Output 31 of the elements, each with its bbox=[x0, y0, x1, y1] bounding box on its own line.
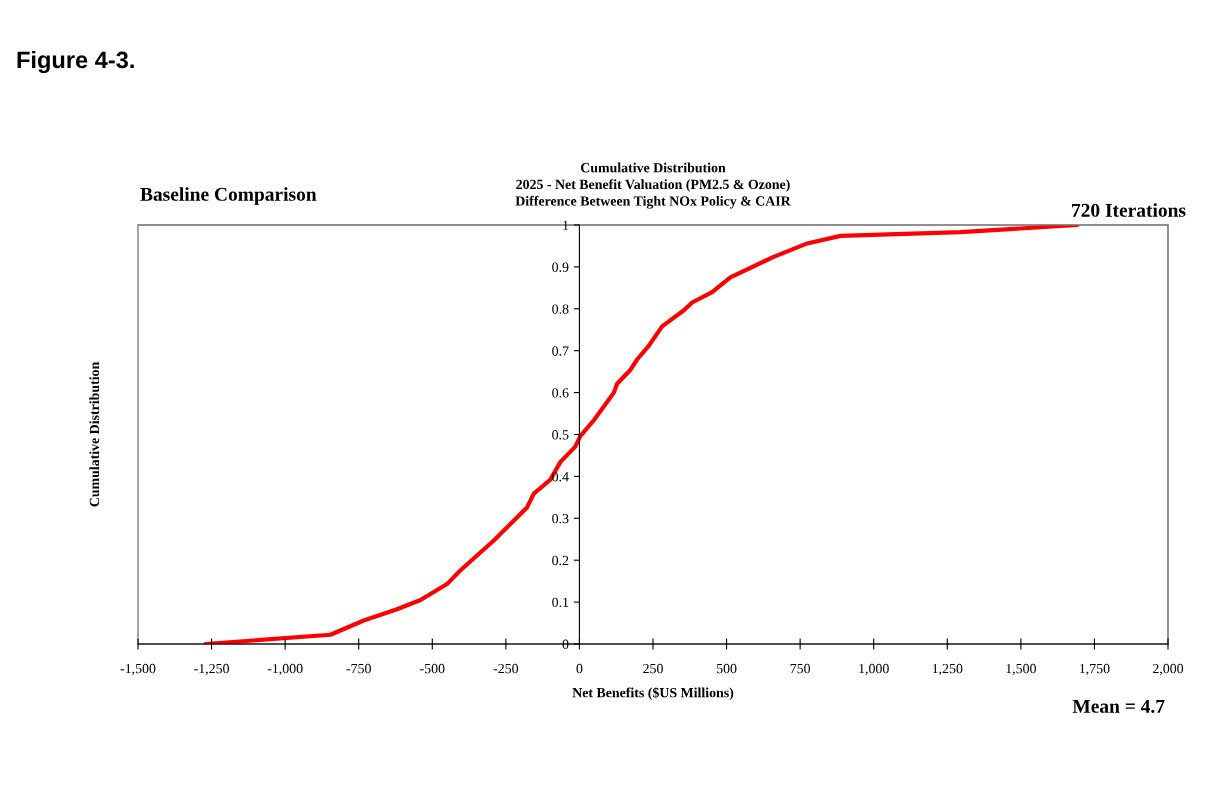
y-tick-label: 0.1 bbox=[552, 597, 569, 608]
y-tick-label: 0.7 bbox=[552, 346, 569, 356]
y-tick-label: 0.2 bbox=[552, 555, 569, 566]
x-tick-label: 250 bbox=[643, 663, 663, 674]
text: 720 Iterations bbox=[1072, 203, 1186, 217]
x-tick-label: -750 bbox=[346, 663, 371, 674]
text: Baseline Comparison bbox=[140, 187, 317, 205]
x-tick-label: 1,750 bbox=[1080, 663, 1110, 676]
x-tick-label: 2,000 bbox=[1152, 663, 1184, 676]
x-tick-label: -1,500 bbox=[120, 663, 156, 676]
y-tick-label: 0.9 bbox=[552, 262, 569, 272]
x-tick-label: 1,000 bbox=[859, 663, 889, 676]
y-tick-label: 0.8 bbox=[552, 304, 569, 314]
y-axis-title: Cumulative Distribution bbox=[89, 361, 100, 507]
x-tick-label: 500 bbox=[716, 663, 737, 674]
x-tick-label: -500 bbox=[420, 663, 445, 674]
y-tick-label: 0.3 bbox=[552, 513, 569, 524]
x-tick-label: -1,250 bbox=[194, 663, 229, 676]
x-axis-title: Net Benefits ($US Millions) bbox=[572, 687, 734, 701]
x-tick-label: 0 bbox=[576, 663, 583, 674]
x-tick-label: -250 bbox=[493, 663, 519, 674]
chart-title: Cumulative Distribution 2025 - Net Benefit Valuation (PM2.5 & Ozone) Difference Between Tight NOx Policy & CAIR bbox=[515, 162, 791, 209]
caption: Figure 4-3. bbox=[17, 50, 134, 74]
y-tick-label: 1 bbox=[563, 220, 569, 230]
x-tick-label: 1,500 bbox=[1006, 663, 1036, 676]
x-tick-label: -1,000 bbox=[267, 663, 303, 676]
x-tick-label: 1,250 bbox=[932, 663, 963, 676]
text: Mean = 4.7 bbox=[1072, 699, 1165, 713]
y-tick-label: 0.5 bbox=[552, 430, 569, 440]
x-tick-label: 750 bbox=[790, 663, 811, 674]
y-tick-label: 0.6 bbox=[552, 388, 569, 398]
